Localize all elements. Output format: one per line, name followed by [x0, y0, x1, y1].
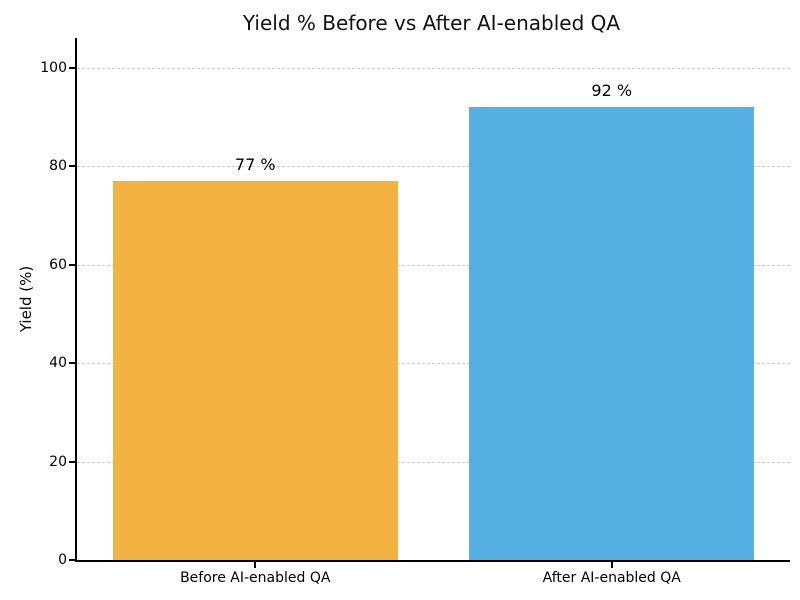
x-tick-mark-after-ai-enabled-qa	[610, 560, 613, 568]
y-tick-mark-40	[69, 362, 75, 365]
y-gridline-40	[77, 363, 790, 365]
bar-after-ai-enabled-qa	[469, 106, 755, 560]
y-tick-label-40: 40	[49, 355, 67, 372]
y-gridline-80	[77, 166, 790, 168]
y-tick-label-100: 100	[40, 59, 67, 76]
y-axis-label: Yield (%)	[17, 265, 35, 333]
x-tick-mark-before-ai-enabled-qa	[254, 560, 257, 568]
y-tick-mark-60	[69, 263, 75, 266]
y-tick-label-60: 60	[49, 256, 67, 273]
y-gridline-60	[77, 264, 790, 266]
y-tick-mark-20	[69, 460, 75, 463]
y-tick-label-20: 20	[49, 453, 67, 470]
bar-value-label-before-ai-enabled-qa: 77 %	[234, 154, 276, 174]
y-tick-mark-100	[69, 66, 75, 69]
bar-value-label-after-ai-enabled-qa: 92 %	[591, 80, 633, 100]
y-gridline-20	[77, 461, 790, 463]
x-tick-label-before-ai-enabled-qa: Before AI-enabled QA	[180, 570, 331, 586]
x-tick-label-after-ai-enabled-qa: After AI-enabled QA	[542, 570, 681, 586]
y-tick-label-80: 80	[49, 158, 67, 175]
y-tick-mark-0	[69, 559, 75, 561]
bar-before-ai-enabled-qa	[112, 180, 398, 560]
y-gridline-100	[77, 67, 790, 69]
y-tick-label-0: 0	[58, 552, 67, 568]
chart-title: Yield % Before vs After AI-enabled QA	[242, 11, 621, 35]
y-tick-mark-80	[69, 165, 75, 168]
plot-area: 0 20 40 60 80 100 77 % Before AI-enabled QA 92 %…	[40, 38, 790, 586]
